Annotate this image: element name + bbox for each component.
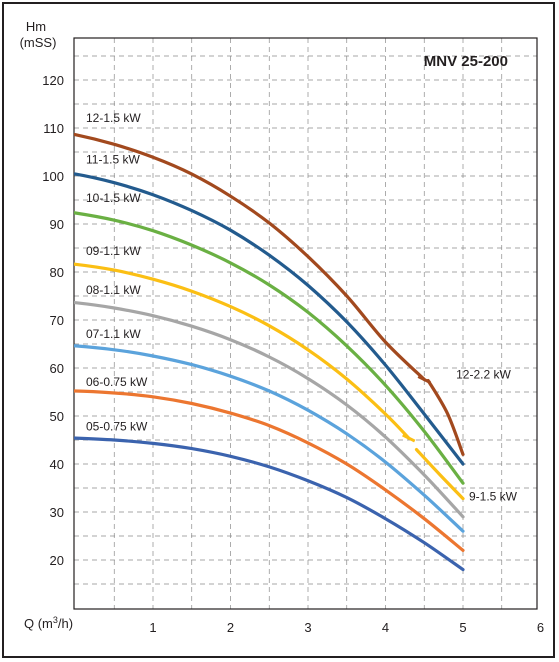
x-tick-label: 4 [382, 620, 389, 635]
x-tick-label: 5 [459, 620, 466, 635]
curve-label-06-0-75-kw: 06-0.75 kW [86, 375, 148, 389]
y-axis-label-line1: Hm [26, 19, 46, 34]
y-tick-label: 120 [42, 73, 64, 88]
curve-label-12-1-5-kw: 12-1.5 kW [86, 111, 141, 125]
grid [74, 38, 537, 609]
y-tick-labels: 20 30 40 50 60 70 80 90 100 110 120 [42, 73, 64, 568]
curve-end-marker [402, 433, 416, 443]
curve-label-07-1-1-kw: 07-1.1 kW [86, 327, 141, 341]
curve-label-10-1-5-kw: 10-1.5 kW [86, 191, 141, 205]
curve-06-0-75-kw [74, 389, 465, 552]
y-axis-label-line2: (mSS) [20, 35, 57, 50]
x-tick-labels: 1 2 3 4 5 6 [149, 620, 544, 635]
y-tick-label: 90 [50, 217, 64, 232]
plot-area-border [73, 37, 538, 610]
x-tick-label: 3 [304, 620, 311, 635]
y-tick-label: 50 [50, 409, 64, 424]
y-tick-label: 30 [50, 505, 64, 520]
y-tick-label: 110 [43, 121, 64, 136]
x-tick-label: 1 [149, 620, 156, 635]
curve-label-11-1-5-kw: 11-1.5 kW [86, 152, 140, 166]
curve-label-9-1-5-kw: 9-1.5 kW [469, 490, 518, 504]
x-axis-label-prefix: Q (m [24, 616, 53, 631]
x-axis-label-suffix: /h) [58, 616, 73, 631]
curve-12-1-5-kw [74, 132, 426, 382]
y-tick-label: 70 [50, 313, 64, 328]
chart-title: MNV 25-200 [424, 53, 508, 70]
x-axis-label-sup: 3 [53, 615, 58, 625]
curve-09-1-1-kw [74, 262, 411, 440]
x-tick-label: 2 [227, 620, 234, 635]
curve-label-05-0-75-kw: 05-0.75 kW [86, 420, 148, 434]
curve-07-1-1-kw [74, 344, 465, 533]
curve-9-1-5-kw [414, 448, 465, 501]
pump-curves [74, 132, 465, 572]
curve-end-marker [417, 375, 431, 384]
y-tick-label: 20 [50, 553, 64, 568]
x-axis-label: Q (m3/h) [24, 615, 73, 631]
curve-label-08-1-1-kw: 08-1.1 kW [86, 283, 141, 297]
x-tick-label: 6 [537, 620, 544, 635]
curve-label-12-2-2-kw: 12-2.2 kW [456, 367, 511, 381]
curve-10-1-5-kw [74, 211, 465, 485]
curve-08-1-1-kw [74, 300, 465, 519]
curve-12-2-2-kw [426, 378, 465, 456]
curve-11-1-5-kw [74, 172, 465, 466]
curve-label-09-1-1-kw: 09-1.1 kW [86, 244, 141, 258]
y-tick-label: 80 [50, 265, 64, 280]
y-tick-label: 60 [50, 361, 64, 376]
curve-labels: 05-0.75 kW 06-0.75 kW 07-1.1 kW 08-1.1 kW 09… [86, 111, 518, 504]
y-tick-label: 100 [42, 169, 64, 184]
curve-05-0-75-kw [74, 436, 465, 572]
y-tick-label: 40 [50, 457, 64, 472]
